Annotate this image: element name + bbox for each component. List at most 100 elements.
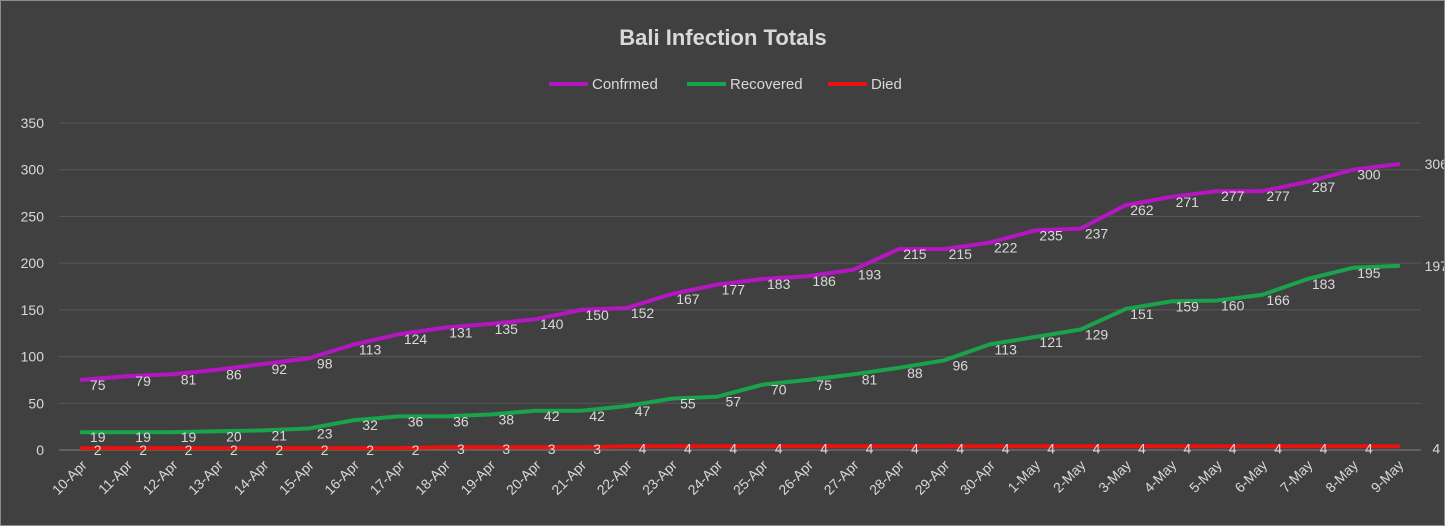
data-label-died: 4 [1002,440,1010,456]
data-label-recovered: 47 [635,403,651,419]
y-tick-label: 50 [28,395,44,411]
data-label-confrmed: 75 [90,377,106,393]
data-labels: 75 79 81 86 92 98 113 124 131 135 140 150 152 167 177 1… [90,156,1444,458]
data-label-recovered: 36 [453,413,469,429]
x-tick-label: 25-Apr [730,457,771,498]
data-label-confrmed: 237 [1085,226,1109,242]
legend-label-died: Died [871,76,902,93]
data-label-died: 4 [1274,440,1282,456]
x-tick-label: 28-Apr [866,457,907,498]
data-label-recovered: 195 [1357,265,1381,281]
data-label-confrmed: 277 [1221,188,1245,204]
y-tick-label: 300 [21,162,45,178]
data-label-confrmed: 186 [812,273,836,289]
data-label-died: 2 [94,442,102,458]
data-label-confrmed: 277 [1266,188,1290,204]
legend: Confrmed Recovered Died [549,76,902,93]
x-tick-label: 20-Apr [503,457,544,498]
x-tick-label: 3-May [1095,457,1134,496]
x-axis: 10-Apr 11-Apr 12-Apr 13-Apr 14-Apr 15-Apr 16-A… [49,457,1407,498]
x-tick-label: 21-Apr [548,457,589,498]
data-label-recovered: 19 [181,429,197,445]
data-label-died: 4 [911,440,919,456]
x-tick-label: 12-Apr [140,457,181,498]
gridlines [59,122,1421,451]
data-label-recovered: 20 [226,428,242,444]
data-label-recovered: 183 [1312,276,1336,292]
y-axis: 0 50 100 150 200 250 300 350 [21,115,45,458]
data-label-died: 4 [866,440,874,456]
data-label-died: 4 [1432,440,1440,456]
data-label-confrmed: 300 [1357,167,1381,183]
data-label-died: 4 [820,440,828,456]
x-tick-label: 24-Apr [684,457,725,498]
data-label-recovered: 23 [317,426,333,442]
data-label-died: 3 [457,441,465,457]
data-label-recovered: 70 [771,382,787,398]
data-label-died: 2 [321,442,329,458]
data-label-confrmed: 135 [495,321,519,337]
series-line-confrmed [79,162,1401,382]
data-label-recovered: 38 [499,411,515,427]
data-label-confrmed: 140 [540,316,564,332]
data-label-recovered: 197 [1425,258,1444,274]
data-label-recovered: 113 [995,341,1018,357]
data-label-confrmed: 215 [903,246,927,262]
data-label-confrmed: 92 [272,361,288,377]
data-label-died: 2 [412,442,420,458]
y-tick-label: 150 [21,302,45,318]
y-tick-label: 200 [21,255,45,271]
data-label-confrmed: 287 [1312,179,1336,195]
data-label-confrmed: 79 [135,373,151,389]
data-label-confrmed: 193 [858,267,882,283]
data-label-confrmed: 177 [722,282,746,298]
x-tick-label: 18-Apr [412,457,453,498]
data-label-recovered: 96 [953,357,969,373]
data-label-died: 4 [684,440,692,456]
data-label-confrmed: 222 [994,240,1018,256]
data-label-confrmed: 235 [1039,227,1063,243]
data-label-recovered: 42 [589,408,605,424]
y-tick-label: 100 [21,349,45,365]
x-tick-label: 19-Apr [457,457,498,498]
data-label-confrmed: 98 [317,355,333,371]
data-label-died: 4 [1320,440,1328,456]
legend-label-recovered: Recovered [730,76,803,93]
data-label-confrmed: 152 [631,305,655,321]
data-label-died: 4 [1365,440,1373,456]
x-tick-label: 4-May [1141,457,1180,496]
x-tick-label: 17-Apr [367,457,408,498]
data-label-recovered: 159 [1176,298,1200,314]
data-label-died: 2 [366,442,374,458]
x-tick-label: 2-May [1050,457,1089,496]
x-tick-label: 14-Apr [230,457,271,498]
data-label-recovered: 75 [816,377,832,393]
data-label-died: 4 [729,440,737,456]
data-label-died: 2 [185,442,193,458]
x-tick-label: 15-Apr [276,457,317,498]
data-label-recovered: 55 [680,396,696,412]
y-tick-label: 350 [21,115,45,131]
data-label-confrmed: 167 [676,291,700,307]
data-label-died: 4 [956,440,964,456]
data-label-died: 3 [502,441,510,457]
x-tick-label: 9-May [1368,457,1407,496]
data-label-died: 2 [275,442,283,458]
data-label-died: 4 [1138,440,1146,456]
data-label-recovered: 32 [362,417,378,433]
data-label-died: 3 [593,441,601,457]
data-label-recovered: 57 [726,394,742,410]
data-label-died: 4 [1229,440,1237,456]
x-tick-label: 23-Apr [639,457,680,498]
x-tick-label: 16-Apr [321,457,362,498]
x-tick-label: 7-May [1277,457,1316,496]
data-label-died: 4 [639,440,647,456]
x-tick-label: 22-Apr [594,457,635,498]
x-tick-label: 6-May [1231,457,1270,496]
data-label-confrmed: 81 [181,371,197,387]
series-line-died [79,444,1401,451]
data-label-recovered: 36 [408,413,424,429]
data-label-recovered: 19 [135,429,151,445]
